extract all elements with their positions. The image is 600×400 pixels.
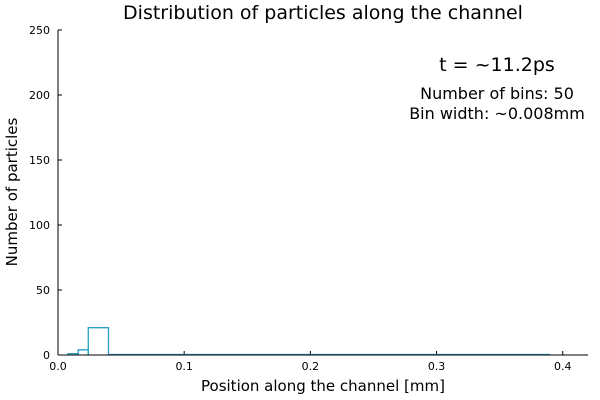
y-tick-label: 200	[29, 89, 50, 102]
annotation-time: t = ~11.2ps	[439, 54, 555, 76]
x-tick-label: 0.4	[554, 360, 572, 373]
x-tick-label: 0.3	[428, 360, 446, 373]
histogram-bar	[87, 327, 110, 355]
chart-title: Distribution of particles along the chan…	[123, 2, 523, 24]
y-tick-label: 0	[43, 349, 50, 362]
y-tick-label: 150	[29, 154, 50, 167]
y-axis-label: Number of particles	[3, 117, 21, 266]
x-axis-label: Position along the channel [mm]	[201, 377, 445, 395]
y-tick-label: 50	[36, 284, 50, 297]
x-tick-label: 0.1	[175, 360, 193, 373]
annotation-num-bins: Number of bins: 50	[420, 84, 574, 103]
histogram-bar	[77, 349, 89, 355]
annotation-bin-width: Bin width: ~0.008mm	[409, 104, 585, 123]
y-tick-label: 100	[29, 219, 50, 232]
x-axis-ticks: 0.0 0.1 0.2 0.3 0.4	[49, 351, 572, 373]
x-tick-label: 0.2	[302, 360, 320, 373]
histogram-bars	[67, 327, 551, 356]
y-tick-label: 250	[29, 24, 50, 37]
x-tick-label: 0.0	[49, 360, 67, 373]
y-axis-ticks: 0 50 100 150 200 250	[29, 24, 62, 362]
